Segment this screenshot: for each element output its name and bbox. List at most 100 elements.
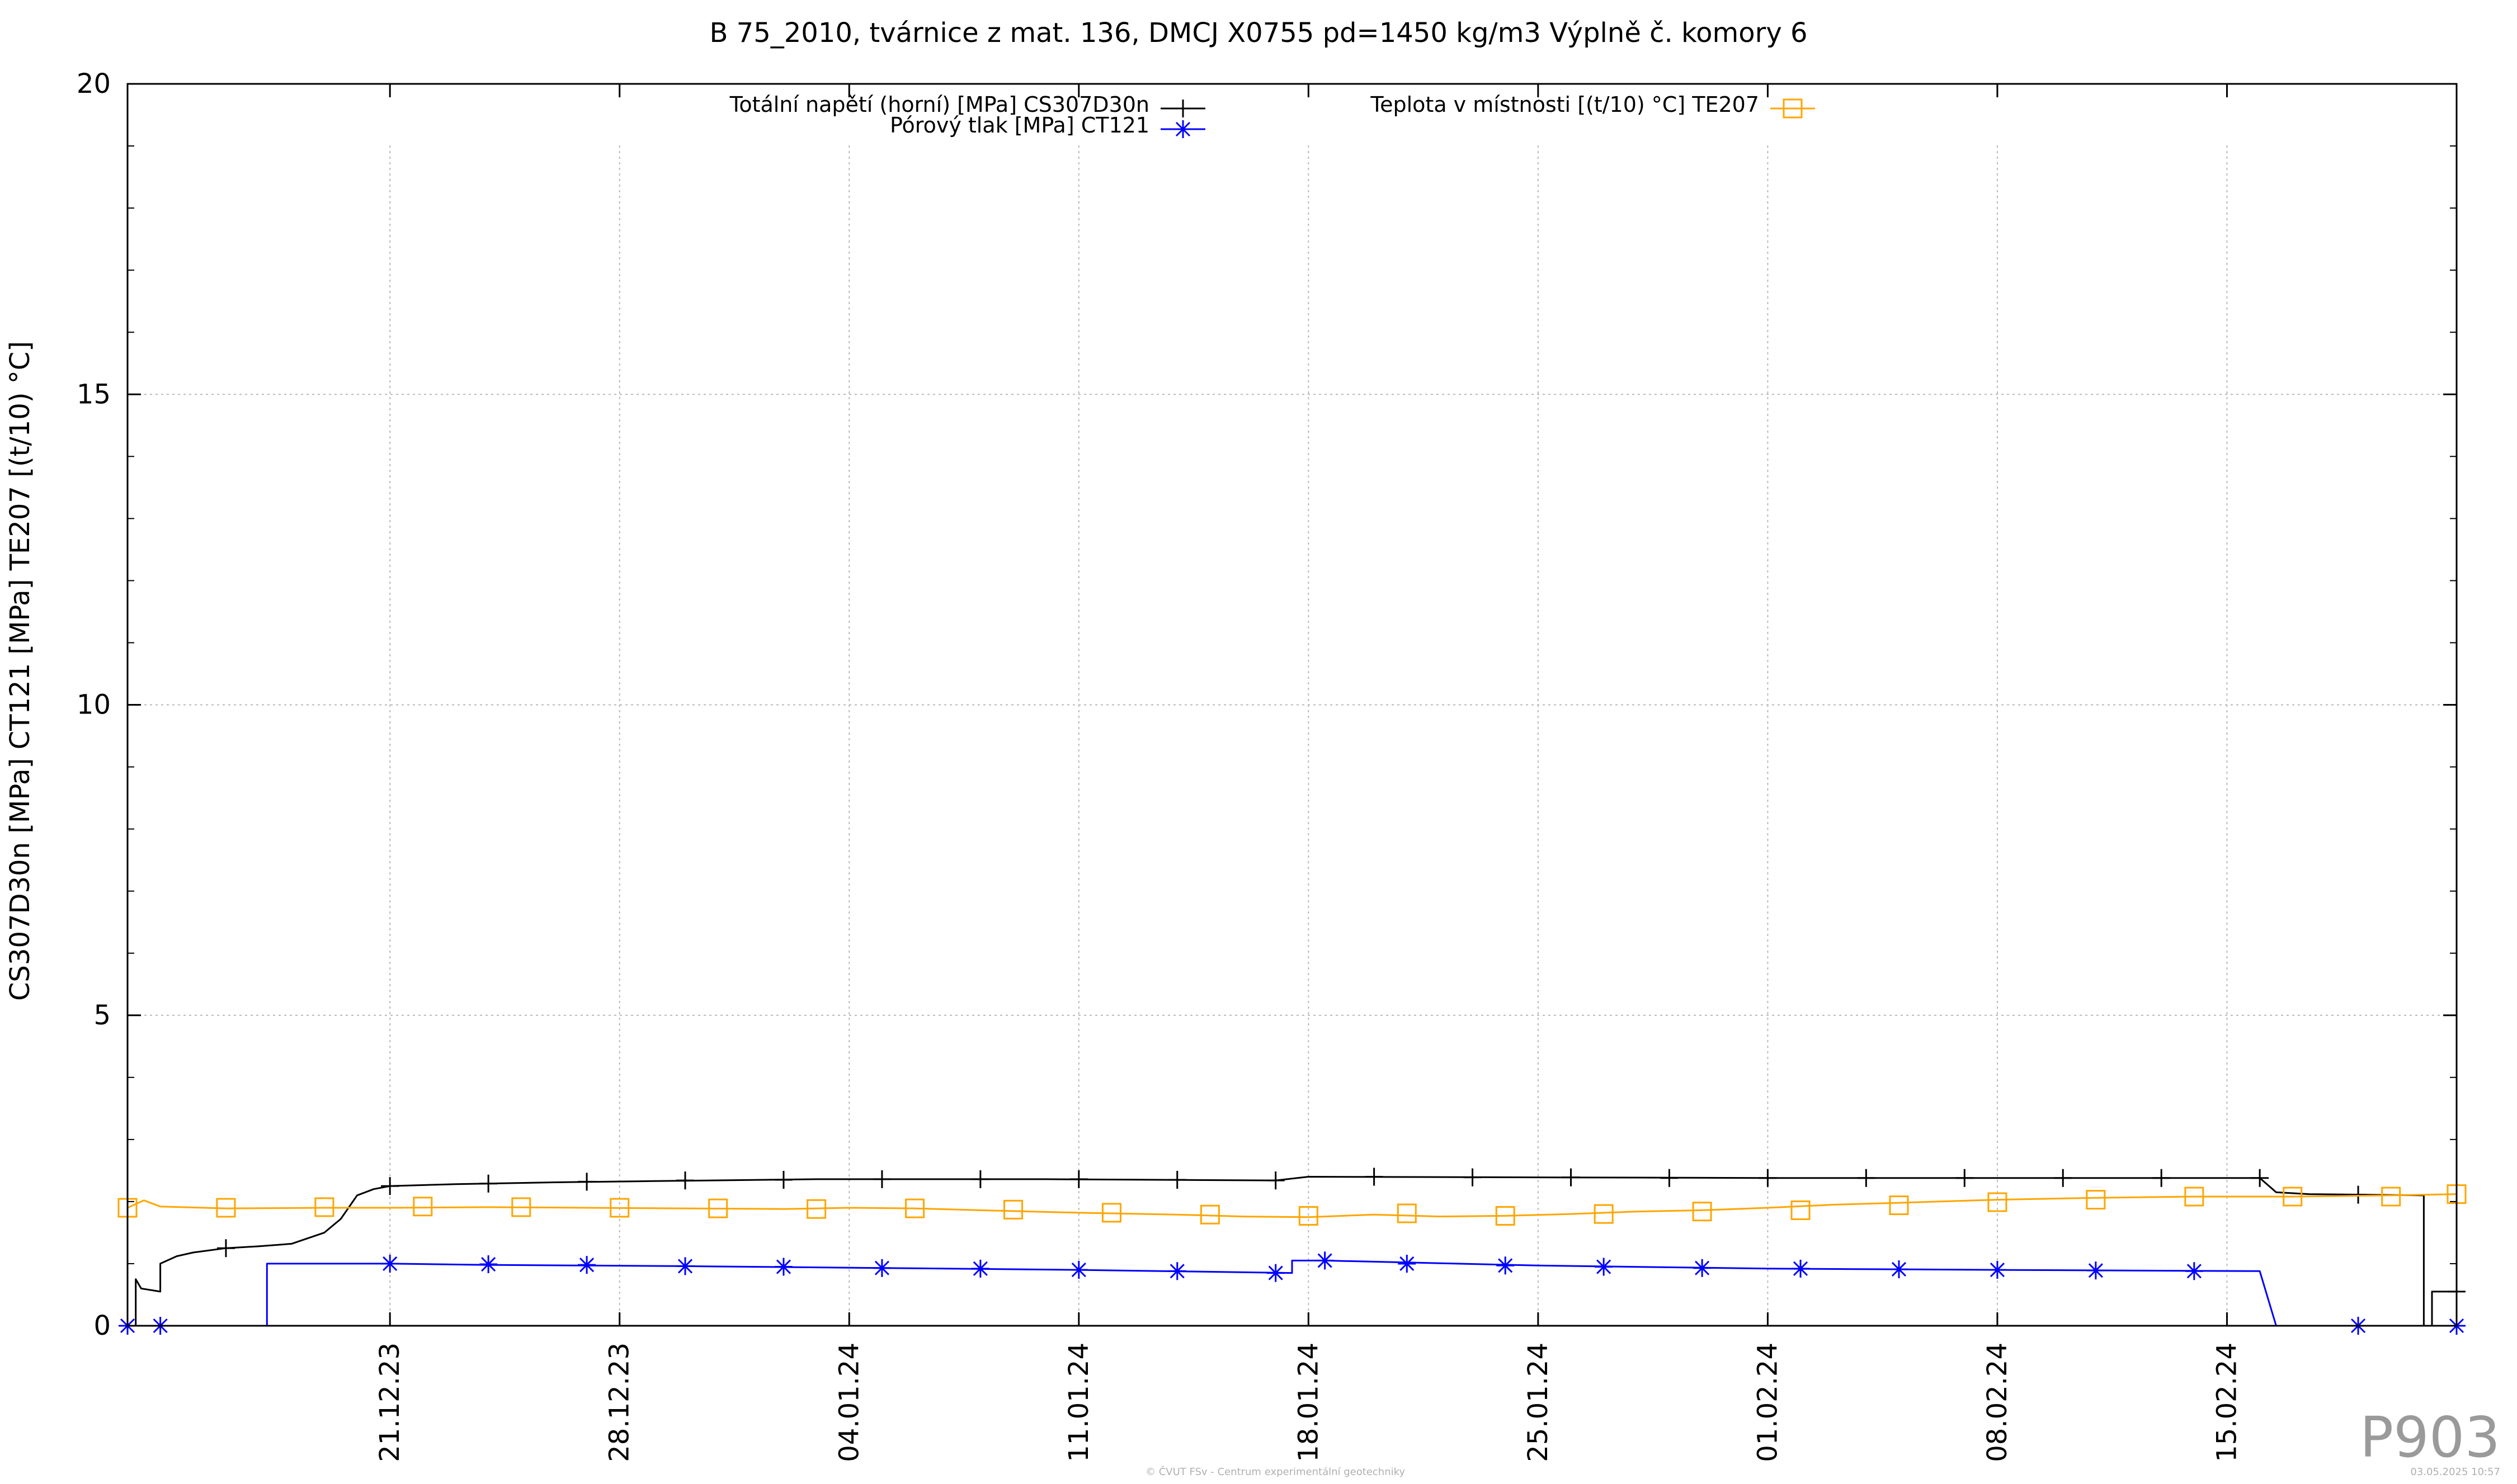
x-tick-label: 28.12.23 xyxy=(604,1343,635,1462)
data-point xyxy=(1496,1256,1515,1275)
x-tick-label: 21.12.23 xyxy=(374,1343,406,1462)
data-point xyxy=(1987,1192,2007,1212)
data-point xyxy=(479,1255,498,1274)
legend-entry: Pórový tlak [MPa] CT121 xyxy=(890,113,1205,138)
data-point xyxy=(2184,1187,2204,1207)
data-point xyxy=(1889,1195,1909,1216)
data-point xyxy=(2054,1169,2072,1187)
legend-marker xyxy=(1174,120,1192,138)
data-point xyxy=(905,1198,925,1218)
data-point xyxy=(807,1199,827,1219)
data-point xyxy=(1266,1264,1285,1282)
y-axis: 0 5 10 15 20 xyxy=(77,68,2457,1341)
data-point xyxy=(511,1197,531,1217)
x-axis: 21.12.23 28.12.23 04.01.24 11.01.24 18.01.24… xyxy=(374,84,2242,1462)
x-tick-label: 11.01.24 xyxy=(1063,1343,1095,1462)
data-point xyxy=(610,1198,630,1218)
data-point xyxy=(2185,1262,2203,1280)
x-tick-label: 18.01.24 xyxy=(1293,1343,1324,1462)
grid xyxy=(128,145,2457,1326)
data-point xyxy=(2152,1169,2171,1187)
data-point xyxy=(578,1256,596,1274)
series-1 xyxy=(128,1168,2466,1327)
x-tick-label: 25.01.24 xyxy=(1523,1343,1554,1462)
data-point xyxy=(2381,1187,2401,1207)
data-point xyxy=(774,1258,793,1276)
series-line xyxy=(127,1193,2457,1218)
data-point xyxy=(1693,1259,1712,1277)
data-point xyxy=(1495,1206,1515,1226)
legend: Totální napětí (horní) [MPa] CS307D30nPó… xyxy=(729,92,1815,138)
data-point xyxy=(1857,1169,1875,1187)
series-line xyxy=(128,1176,2457,1327)
footer-timestamp: 03.05.2025 10:57 xyxy=(2410,1466,2500,1478)
legend-entry: Teplota v místnosti [(t/10) °C] TE207 xyxy=(1370,92,1815,119)
y-axis-label: CS307D30n [MPa] CT121 [MPa] TE207 [(t/10… xyxy=(4,341,36,1001)
legend-label: Pórový tlak [MPa] CT121 xyxy=(890,113,1149,138)
data-point xyxy=(2251,1169,2269,1187)
legend-label: Teplota v místnosti [(t/10) °C] TE207 xyxy=(1370,92,1759,117)
data-point xyxy=(873,1259,891,1277)
data-point xyxy=(1003,1199,1023,1220)
x-tick-label: 01.02.24 xyxy=(1752,1343,1783,1462)
data-point xyxy=(676,1171,695,1190)
watermark: P903 xyxy=(2360,1405,2500,1470)
data-point xyxy=(2086,1190,2106,1210)
data-point xyxy=(1594,1204,1614,1224)
data-point xyxy=(1955,1169,1974,1187)
data-point xyxy=(1790,1200,1811,1220)
data-point xyxy=(1069,1261,1088,1279)
data-point xyxy=(479,1174,498,1193)
series-layer xyxy=(117,1168,2467,1335)
data-point xyxy=(1397,1203,1417,1223)
data-point xyxy=(971,1170,989,1188)
data-point xyxy=(1562,1168,1580,1187)
data-point xyxy=(2283,1187,2303,1207)
data-point xyxy=(774,1171,793,1189)
y-tick-label: 15 xyxy=(77,379,111,410)
data-point xyxy=(708,1198,728,1218)
data-point xyxy=(1759,1169,1777,1187)
data-point xyxy=(2349,1185,2368,1204)
data-point xyxy=(381,1254,399,1273)
y-tick-label: 5 xyxy=(93,1000,111,1031)
data-point xyxy=(676,1257,695,1275)
x-tick-label: 04.01.24 xyxy=(833,1343,865,1462)
y-tick-label: 20 xyxy=(77,68,111,100)
legend-entry: Totální napětí (horní) [MPa] CS307D30n xyxy=(729,92,1205,117)
data-point xyxy=(314,1197,334,1217)
data-point xyxy=(971,1259,989,1278)
legend-marker xyxy=(1174,100,1192,117)
data-point xyxy=(1266,1171,1285,1190)
data-point xyxy=(216,1198,236,1218)
data-point xyxy=(1200,1204,1220,1225)
legend-label: Totální napětí (horní) [MPa] CS307D30n xyxy=(729,92,1149,117)
data-point xyxy=(1298,1206,1318,1226)
data-point xyxy=(1988,1261,2006,1279)
data-point xyxy=(2086,1261,2105,1280)
data-point xyxy=(1398,1254,1416,1273)
x-tick-label: 15.02.24 xyxy=(2211,1343,2242,1462)
data-point xyxy=(1463,1168,1482,1187)
data-point xyxy=(873,1170,891,1188)
plot-frame xyxy=(126,83,2458,1327)
data-point xyxy=(216,1239,235,1258)
x-tick-label: 08.02.24 xyxy=(1982,1343,2013,1462)
series-3 xyxy=(117,1184,2467,1226)
data-point xyxy=(1365,1168,1383,1186)
y-tick-label: 10 xyxy=(77,689,111,721)
data-point xyxy=(1660,1169,1679,1187)
data-point xyxy=(578,1173,596,1191)
data-point xyxy=(1692,1202,1712,1222)
data-point xyxy=(1595,1258,1613,1276)
footer-copyright: © ČVUT FSv - Centrum experimentální geot… xyxy=(1146,1466,1405,1478)
y-tick-label: 0 xyxy=(93,1310,111,1341)
data-point xyxy=(1101,1203,1121,1223)
data-point xyxy=(1168,1262,1186,1280)
data-point xyxy=(1168,1171,1186,1189)
chart-title: B 75_2010, tvárnice z mat. 136, DMCJ X07… xyxy=(709,17,1807,49)
data-point xyxy=(1792,1259,1810,1278)
